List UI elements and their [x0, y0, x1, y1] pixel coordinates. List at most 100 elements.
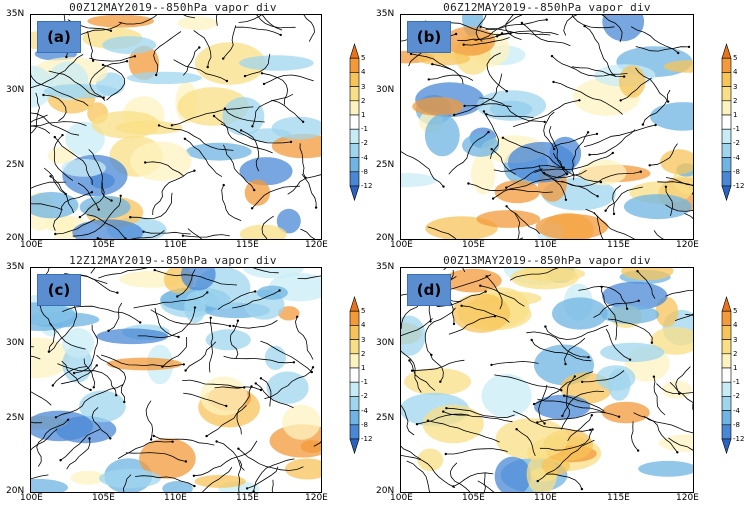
streamline: [512, 410, 591, 432]
panel-c-xtick-120: 120E: [305, 493, 328, 503]
colorbar-segment: [349, 325, 360, 340]
panel-a-xtick-100: 100E: [20, 240, 43, 250]
streamline-arrowhead: [110, 199, 113, 202]
streamline-arrowhead: [59, 459, 62, 462]
streamline: [150, 309, 231, 327]
colorbar-label: -1: [361, 125, 368, 134]
streamline: [295, 316, 314, 360]
streamline: [240, 130, 260, 172]
streamline-arrowhead: [666, 100, 670, 103]
panel-d-xtick-120: 120E: [676, 493, 699, 503]
streamline: [620, 77, 652, 101]
divergence-patch: [102, 36, 157, 54]
colorbar-bottom-triangle: [349, 185, 360, 202]
divergence-patch: [655, 296, 679, 327]
panel-a-colorbar: 5 4 3 2 1 -1 -2 -4 -8 -12: [346, 40, 376, 210]
divergence-patch: [244, 179, 271, 206]
streamline: [244, 53, 271, 77]
streamline-arrowhead: [637, 299, 640, 302]
divergence-patch: [54, 214, 77, 239]
streamline: [449, 462, 471, 492]
streamline: [158, 125, 234, 151]
divergence-patch: [96, 328, 169, 345]
streamline-arrowhead: [479, 284, 482, 287]
streamline-arrowhead: [109, 437, 112, 440]
streamline: [108, 302, 123, 332]
streamline: [154, 307, 179, 338]
colorbar-label: -12: [361, 435, 373, 443]
streamline: [96, 354, 127, 403]
streamline-arrowhead: [243, 74, 247, 78]
streamline-arrowhead: [170, 124, 174, 127]
colorbar-graphic: [349, 296, 360, 455]
divergence-patch: [579, 159, 627, 186]
streamline: [445, 448, 508, 455]
streamline-arrowhead: [91, 59, 95, 62]
streamline: [262, 15, 283, 31]
streamline: [229, 320, 239, 359]
streamline-arrowhead: [139, 321, 142, 324]
streamline-arrowhead: [262, 82, 266, 86]
streamline-arrowhead: [648, 164, 651, 167]
streamline: [182, 234, 230, 238]
streamline: [453, 472, 494, 487]
streamline: [72, 195, 122, 237]
streamline: [263, 74, 314, 85]
streamline: [491, 360, 539, 366]
streamline: [492, 171, 568, 199]
divergence-patch: [243, 268, 304, 279]
colorbar-label: -1: [733, 378, 740, 387]
panel-a-ytick-20: 20N: [6, 233, 25, 243]
panel-c: 12Z12MAY2019--850hPa vapor div (c) 35N 3…: [0, 253, 374, 505]
streamline: [137, 307, 196, 339]
streamline-arrowhead: [445, 407, 448, 410]
colorbar-top-triangle: [721, 296, 732, 312]
divergence-patch: [462, 133, 500, 157]
streamline-arrowhead: [253, 188, 256, 192]
streamline: [162, 336, 188, 367]
divergence-patch: [481, 374, 532, 418]
streamline: [271, 99, 304, 123]
streamline-arrowhead: [415, 423, 419, 426]
panel-c-xtick-115: 115E: [236, 493, 259, 503]
colorbar-segment: [721, 424, 732, 440]
divergence-patch: [444, 26, 496, 56]
divergence-patch: [607, 368, 631, 401]
colorbar-label: -2: [361, 392, 368, 401]
panel-a-map: (a): [30, 14, 322, 240]
divergence-patch: [495, 418, 569, 460]
streamline: [494, 374, 562, 391]
streamline-arrowhead: [96, 237, 99, 239]
panel-d-xtick-100: 100E: [390, 493, 413, 503]
divergence-patch: [87, 15, 154, 28]
streamline-arrowhead: [259, 377, 263, 380]
streamline: [665, 186, 674, 217]
panel-c-title: 12Z12MAY2019--850hPa vapor div: [69, 254, 277, 267]
streamline: [506, 168, 543, 189]
streamline: [653, 376, 666, 416]
streamline-arrowhead: [252, 490, 255, 492]
divergence-patch: [284, 458, 321, 480]
streamline-arrowhead: [225, 79, 229, 83]
streamline-arrowhead: [153, 268, 156, 272]
divergence-patch: [663, 60, 693, 73]
streamline: [31, 428, 58, 451]
streamline: [401, 454, 456, 489]
streamline: [605, 328, 631, 361]
panel-d-xtick-115: 115E: [607, 493, 630, 503]
streamline: [60, 429, 101, 461]
streamline: [253, 458, 295, 492]
panel-d-title: 00Z13MAY2019--850hPa vapor div: [443, 254, 651, 267]
streamline-arrowhead: [454, 32, 458, 36]
streamline: [506, 206, 541, 235]
streamline-arrowhead: [581, 380, 584, 384]
streamline: [236, 386, 252, 435]
panel-d-ytick-25: 25N: [376, 413, 395, 423]
streamline: [601, 15, 623, 43]
streamline-arrowhead: [53, 135, 56, 139]
streamline: [612, 185, 622, 214]
streamline-arrowhead: [641, 123, 645, 126]
streamline-arrowhead: [232, 324, 235, 328]
streamline: [52, 366, 88, 386]
colorbar-label: 3: [361, 82, 366, 91]
